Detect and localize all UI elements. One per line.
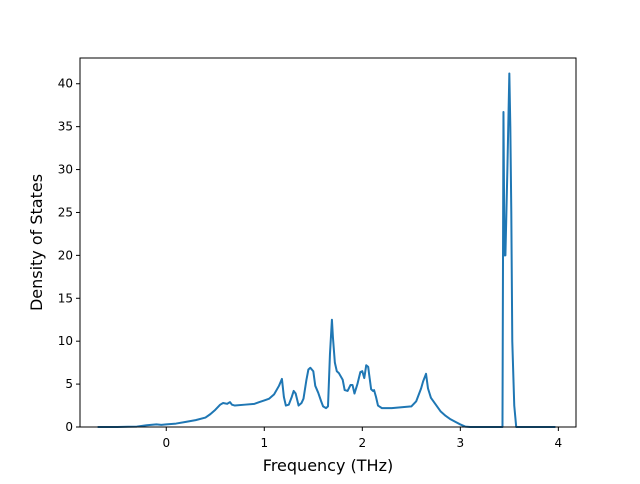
x-axis-label: Frequency (THz) [263,456,393,475]
y-tick-label: 15 [58,291,73,305]
y-tick-label: 25 [58,205,73,219]
y-axis-label: Density of States [27,174,46,311]
plot-frame [79,57,577,428]
x-tick-label: 2 [358,436,366,450]
x-tick-label: 3 [457,436,465,450]
y-tick-label: 10 [58,334,73,348]
y-tick-label: 20 [58,248,73,262]
plot-area [80,58,576,427]
y-tick-label: 5 [65,377,73,391]
x-ticks: 0 1 2 3 4 [162,427,562,450]
y-tick-label: 35 [58,120,73,134]
x-tick-label: 0 [162,436,170,450]
y-tick-label: 40 [58,77,73,91]
y-tick-label: 30 [58,163,73,177]
y-ticks: 0 5 10 15 20 25 30 35 40 [58,77,80,434]
x-tick-label: 4 [555,436,563,450]
x-tick-label: 1 [260,436,268,450]
y-tick-label: 0 [65,420,73,434]
